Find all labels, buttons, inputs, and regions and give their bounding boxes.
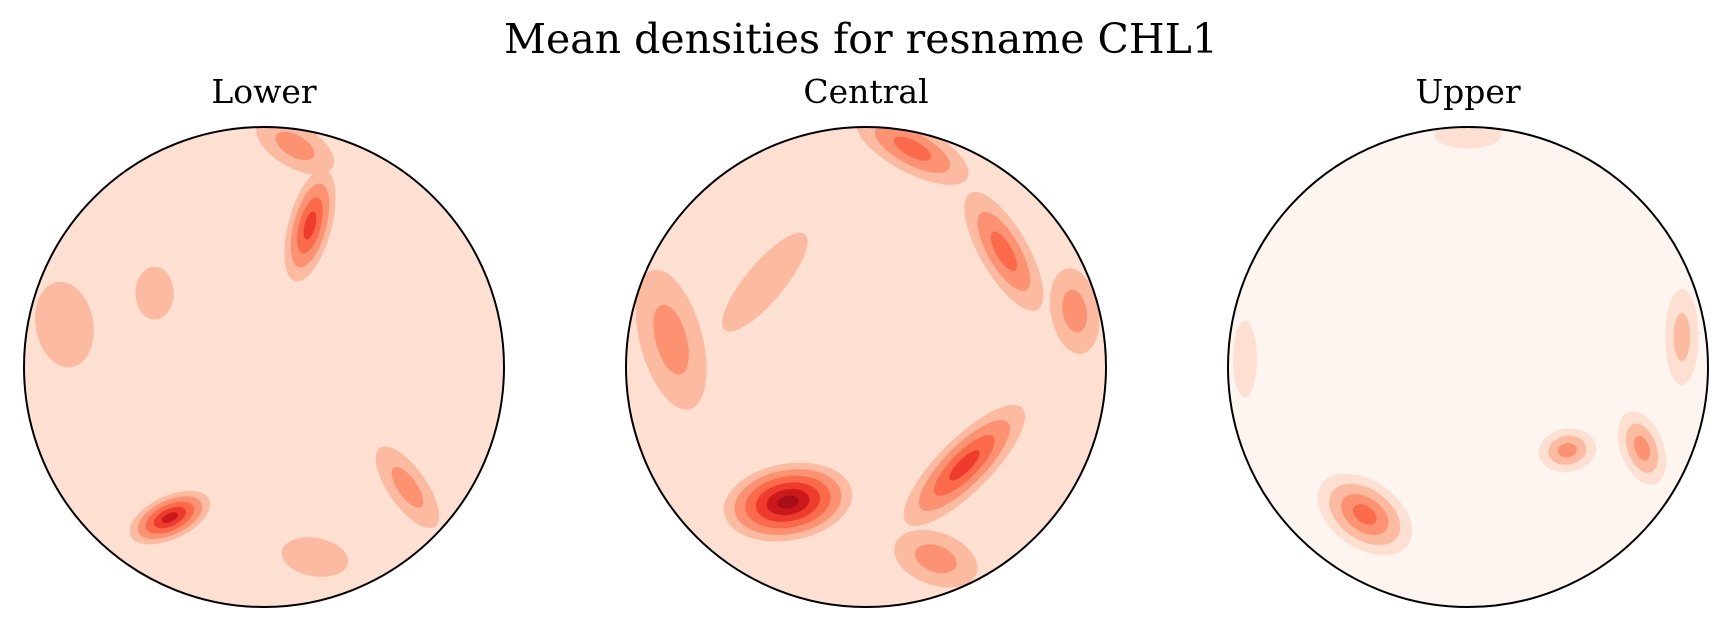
density-plot-upper xyxy=(1227,126,1709,608)
density-blob xyxy=(903,404,1026,527)
density-contour-level-7 xyxy=(777,495,799,509)
density-contour-level-2 xyxy=(135,266,174,320)
density-contour-level-2 xyxy=(35,281,94,368)
density-contour-level-3 xyxy=(1062,289,1088,333)
density-background xyxy=(1228,127,1708,607)
density-plot-lower xyxy=(23,126,505,608)
density-blob xyxy=(284,169,336,282)
density-blob xyxy=(1665,288,1699,385)
density-contour-level-3 xyxy=(1557,443,1577,458)
density-contour-level-3 xyxy=(391,466,424,508)
density-blob xyxy=(1617,411,1667,485)
density-blob xyxy=(35,281,94,368)
density-contour-level-3 xyxy=(275,131,315,161)
panel-title-upper: Upper xyxy=(1415,72,1521,111)
density-blob xyxy=(964,191,1044,311)
density-contour-level-4 xyxy=(1352,504,1377,525)
figure-title: Mean densities for resname CHL1 xyxy=(504,15,1218,63)
panel-title-central: Central xyxy=(803,72,929,111)
density-contour-level-3 xyxy=(1633,435,1651,461)
density-blob xyxy=(375,446,440,529)
density-blob xyxy=(1317,473,1413,556)
density-contour-level-1 xyxy=(1232,320,1257,398)
density-blob xyxy=(856,127,969,185)
density-contour-level-4 xyxy=(893,136,932,161)
density-contour-level-5 xyxy=(949,450,980,481)
panel-central: Central xyxy=(616,72,1116,617)
density-blob xyxy=(281,537,349,577)
density-blob xyxy=(1049,268,1100,354)
density-background xyxy=(24,127,504,607)
density-contour-level-3 xyxy=(914,544,957,574)
density-blob xyxy=(256,127,335,175)
density-contour-level-3 xyxy=(653,304,689,375)
density-contour-level-6 xyxy=(161,512,178,523)
density-blob xyxy=(894,529,978,588)
density-contour-level-4 xyxy=(990,231,1018,272)
density-blob xyxy=(135,266,174,320)
density-contour-level-2 xyxy=(722,232,808,332)
density-contour-level-2 xyxy=(281,537,349,577)
density-plot-central xyxy=(625,126,1107,608)
panel-lower: Lower xyxy=(14,72,514,617)
polar-outline xyxy=(1227,126,1709,608)
density-blob xyxy=(129,490,211,545)
polar-outline xyxy=(23,126,505,608)
panel-title-lower: Lower xyxy=(211,72,317,111)
density-contour-level-1 xyxy=(1434,127,1502,149)
polar-outline xyxy=(625,126,1107,608)
density-blob xyxy=(635,269,707,410)
density-blob xyxy=(1232,320,1257,398)
density-blob xyxy=(1538,428,1596,473)
density-blob xyxy=(723,462,853,542)
density-contour-level-5 xyxy=(303,211,317,240)
density-contour-level-2 xyxy=(1673,312,1691,361)
panel-upper: Upper xyxy=(1218,72,1718,617)
density-blob xyxy=(722,232,808,332)
density-blob xyxy=(1434,127,1502,149)
